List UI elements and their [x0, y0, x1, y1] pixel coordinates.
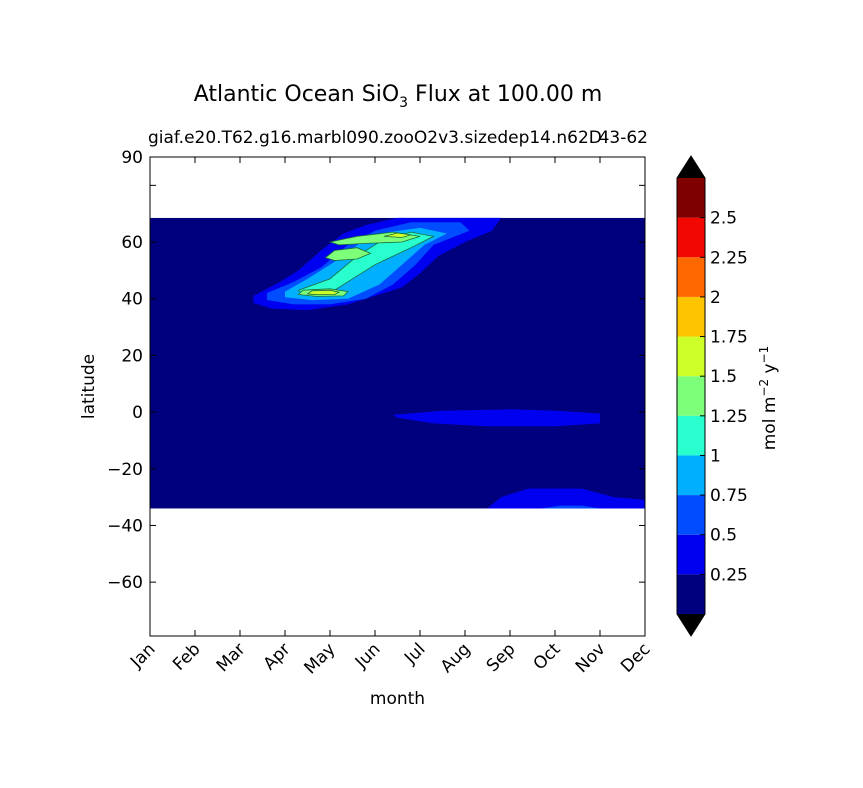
- colorbar-swatch-0: [677, 574, 705, 614]
- contour-layer: [150, 217, 645, 509]
- colorbar-tick-label-9: 2.5: [710, 209, 737, 229]
- colorbar-tick-label-2: 0.75: [710, 486, 748, 506]
- colorbar-swatch-9: [677, 217, 705, 258]
- colorbar-tick-label-7: 2: [710, 288, 721, 308]
- colorbar-tick-label-6: 1.75: [710, 328, 748, 348]
- x-tick-label-0: Jan: [126, 639, 159, 672]
- chart-title-subscript: 3: [399, 95, 408, 111]
- chart-subtitle-left: giaf.e20.T62.g16.marbl090.zooO2v3.sizede…: [148, 128, 602, 148]
- y-tick-label-4: 20: [121, 346, 143, 366]
- x-tick-label-2: Mar: [213, 639, 250, 676]
- colorbar-tick-label-3: 1: [710, 446, 721, 466]
- colorbar-label: mol m−2 y−1: [757, 346, 780, 451]
- colorbar-swatch-2: [677, 495, 705, 535]
- x-tick-label-1: Feb: [169, 639, 204, 674]
- colorbar-extend-bottom: [677, 614, 705, 636]
- y-tick-label-5: 0: [132, 403, 143, 423]
- contour-region-10: [487, 488, 645, 509]
- colorbar-swatch-6: [677, 336, 705, 377]
- colorbar-swatch-4: [677, 415, 705, 456]
- colorbar: 0.25 0.5 0.75 1 1.25 1.5 1.75 2 2.25 2.5: [676, 155, 748, 637]
- colorbar-tick-label-0: 0.25: [710, 565, 748, 585]
- contour-region-5: [324, 247, 372, 261]
- colorbar-label-sup2: −1: [757, 346, 771, 364]
- y-tick-label-3: 40: [121, 290, 143, 310]
- colorbar-outline: [676, 155, 706, 637]
- colorbar-tick-label-8: 2.25: [710, 248, 748, 268]
- x-tick-label-5: Jun: [351, 639, 385, 673]
- colorbar-swatch-8: [677, 257, 705, 297]
- colorbar-swatch-1: [677, 534, 705, 575]
- x-tick-label-10: Nov: [572, 639, 610, 677]
- x-axis-label: month: [370, 689, 425, 709]
- x-tick-label-11: Dec: [617, 639, 654, 676]
- contour-region-8: [383, 232, 412, 238]
- y-axis-label: latitude: [79, 354, 99, 419]
- y-tick-label-0: 90: [121, 148, 143, 168]
- colorbar-tick-label-1: 0.5: [710, 526, 737, 546]
- y-tick-label-8: −60: [107, 573, 143, 593]
- colorbar-swatch-3: [677, 455, 705, 496]
- contour-region-11: [541, 505, 600, 509]
- colorbar-label-mid: y: [760, 363, 780, 378]
- chart-title-end: Flux at 100.00 m: [408, 82, 602, 107]
- colorbar-tick-label-4: 1.25: [710, 407, 748, 427]
- colorbar-swatch-10: [677, 178, 705, 218]
- x-tick-label-8: Sep: [483, 639, 520, 676]
- x-tick-label-9: Oct: [530, 639, 565, 674]
- chart-subtitle-right: 43-62: [599, 128, 648, 148]
- contour-region-9: [393, 409, 600, 427]
- colorbar-extend-top: [677, 156, 705, 178]
- x-tick-label-7: Aug: [437, 639, 475, 677]
- colorbar-tick-label-5: 1.5: [710, 367, 737, 387]
- x-tick-label-6: Jul: [400, 639, 429, 668]
- contour-region-7: [306, 289, 341, 296]
- colorbar-swatch-7: [677, 296, 705, 337]
- y-tick-label-2: 60: [121, 233, 143, 253]
- colorbar-label-sup1: −2: [757, 379, 771, 397]
- x-tick-label-4: May: [301, 639, 340, 678]
- colorbar-label-unit: mol m: [760, 397, 780, 451]
- plot-frame: [149, 156, 646, 637]
- chart-title-main: Atlantic Ocean SiO: [194, 82, 399, 107]
- chart-title: Atlantic Ocean SiO3 Flux at 100.00 m: [194, 82, 603, 111]
- colorbar-swatch-5: [677, 376, 705, 416]
- x-tick-label-3: Apr: [260, 639, 295, 674]
- y-tick-label-6: −20: [107, 460, 143, 480]
- y-tick-label-7: −40: [107, 516, 143, 536]
